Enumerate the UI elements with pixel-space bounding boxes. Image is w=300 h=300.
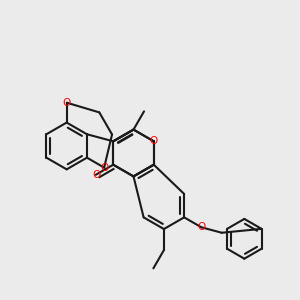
Text: O: O xyxy=(92,169,100,180)
Text: O: O xyxy=(150,136,158,146)
Text: O: O xyxy=(100,163,108,172)
Text: O: O xyxy=(62,98,71,108)
Text: O: O xyxy=(197,222,206,232)
